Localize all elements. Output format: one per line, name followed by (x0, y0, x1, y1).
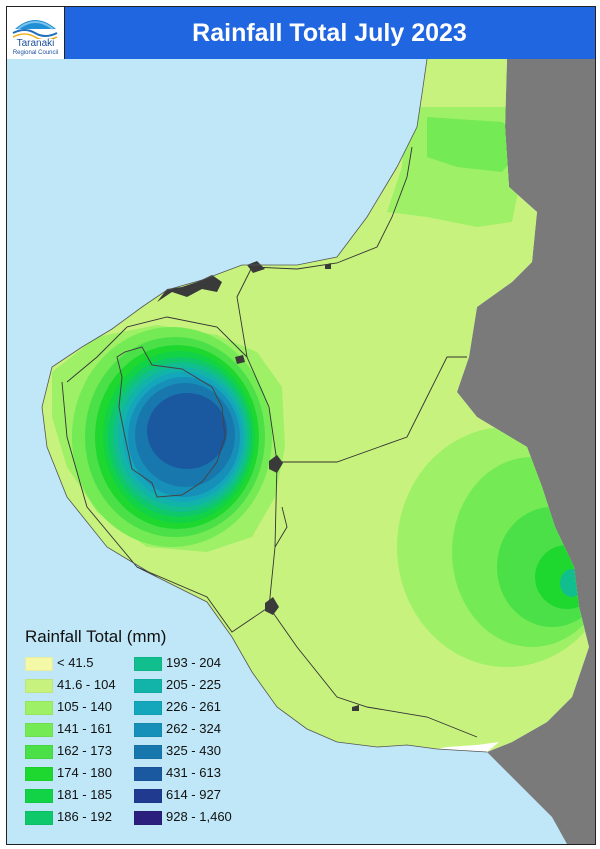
legend-swatch (25, 657, 53, 671)
mountain-wave-icon (12, 20, 58, 41)
legend-swatch (134, 723, 162, 737)
no-data-area (437, 742, 499, 752)
legend-swatch (134, 701, 162, 715)
legend-label: < 41.5 (57, 655, 94, 670)
legend-label: 193 - 204 (166, 655, 221, 670)
legend-label: 226 - 261 (166, 699, 221, 714)
legend-label: 431 - 613 (166, 765, 221, 780)
map-frame: Taranaki Regional Council Rainfall Total… (6, 6, 596, 845)
legend-label: 325 - 430 (166, 743, 221, 758)
legend-label: 262 - 324 (166, 721, 221, 736)
legend-label: 928 - 1,460 (166, 809, 232, 824)
legend-label: 41.6 - 104 (57, 677, 116, 692)
map-title: Rainfall Total July 2023 (192, 19, 467, 47)
rain-zone-mountain-12 (147, 393, 227, 469)
rainfall-map (41, 59, 595, 844)
legend-swatch (134, 657, 162, 671)
legend-swatch (134, 745, 162, 759)
legend-swatch (134, 811, 162, 825)
legend-swatch (25, 789, 53, 803)
council-logo: Taranaki Regional Council (7, 7, 65, 59)
legend-label: 614 - 927 (166, 787, 221, 802)
outside-region-land (427, 59, 595, 844)
legend-swatch (25, 767, 53, 781)
legend-label: 186 - 192 (57, 809, 112, 824)
legend-swatch (25, 701, 53, 715)
legend-swatch (134, 679, 162, 693)
legend-swatch (134, 789, 162, 803)
legend-swatch (25, 745, 53, 759)
legend-label: 105 - 140 (57, 699, 112, 714)
logo-subtitle: Regional Council (12, 50, 59, 56)
road-network (61, 146, 478, 738)
legend-label: 162 - 173 (57, 743, 112, 758)
legend-label: 205 - 225 (166, 677, 221, 692)
rain-zone-north-core (427, 117, 527, 172)
legend-label: 181 - 185 (57, 787, 112, 802)
national-park-boundary (116, 346, 226, 498)
legend-swatch (25, 679, 53, 693)
legend-title: Rainfall Total (mm) (25, 627, 167, 646)
coastline (41, 59, 488, 753)
logo-wordmark: Taranaki (16, 38, 55, 49)
legend-label: 141 - 161 (57, 721, 112, 736)
legend-swatch (25, 811, 53, 825)
legend-swatch (134, 767, 162, 781)
legend-swatch (25, 723, 53, 737)
title-bar: Taranaki Regional Council Rainfall Total… (7, 7, 595, 59)
legend-label: 174 - 180 (57, 765, 112, 780)
urban-areas (157, 261, 359, 711)
